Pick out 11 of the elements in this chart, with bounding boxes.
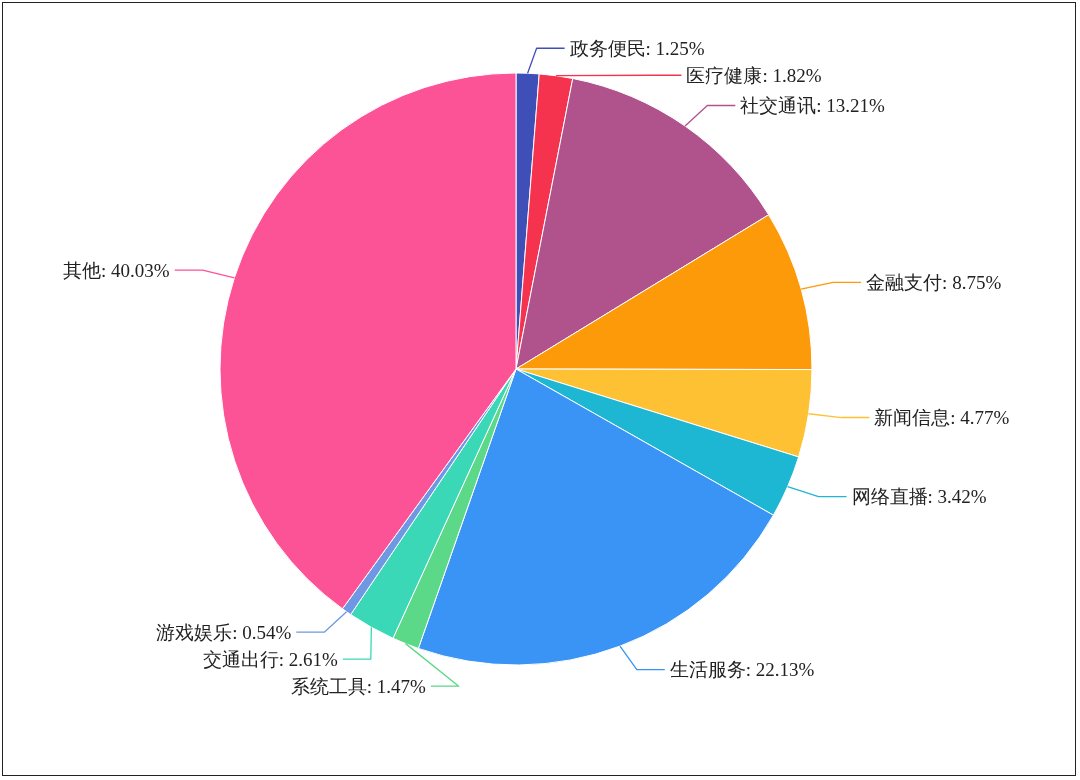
slice-label: 新闻信息: 4.77%	[874, 407, 1010, 429]
slice-label: 系统工具: 1.47%	[290, 675, 426, 697]
slice-label: 游戏娱乐: 0.54%	[156, 621, 292, 643]
slice-label: 医疗健康: 1.82%	[686, 64, 822, 86]
slice-label: 政务便民: 1.25%	[569, 37, 705, 59]
slice-label: 金融支付: 8.75%	[866, 272, 1002, 294]
slice-label: 社交通讯: 13.21%	[740, 95, 886, 117]
slice-label: 生活服务: 22.13%	[669, 659, 815, 681]
slice-label: 网络直播: 3.42%	[851, 486, 987, 508]
slice-label: 其他: 40.03%	[63, 259, 170, 281]
slice-label: 交通出行: 2.61%	[202, 648, 338, 670]
